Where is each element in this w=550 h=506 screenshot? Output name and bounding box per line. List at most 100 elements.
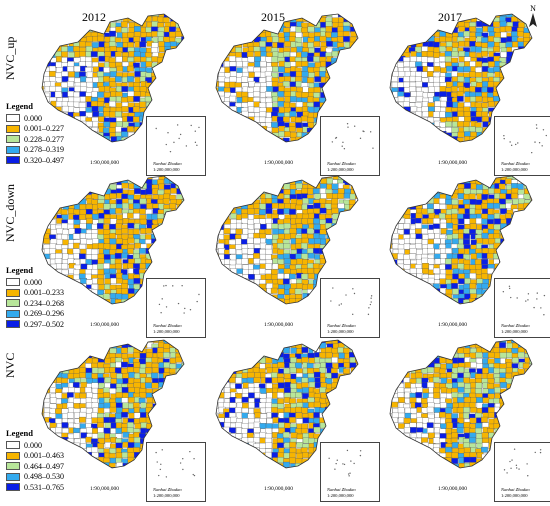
county-region (42, 207, 44, 214)
county-region (475, 126, 483, 133)
inset-scale: 1:200,000,000 (327, 167, 354, 172)
county-region (217, 16, 225, 23)
county-region (230, 193, 238, 200)
county-region (391, 208, 399, 214)
county-region (104, 51, 112, 57)
island-dot (165, 306, 168, 308)
county-region (68, 96, 75, 103)
county-region (98, 176, 106, 180)
county-region (259, 184, 267, 191)
county-region (469, 303, 477, 304)
county-region (524, 244, 532, 251)
county-region (216, 228, 219, 235)
county-region (253, 232, 261, 239)
county-region (236, 121, 244, 128)
county-region (434, 299, 442, 304)
county-region (216, 21, 220, 27)
county-region (48, 443, 56, 450)
county-region (218, 36, 226, 43)
county-region (122, 392, 129, 399)
county-region (127, 176, 135, 179)
county-region (253, 176, 261, 181)
county-region (416, 22, 424, 28)
county-region (523, 32, 530, 39)
county-region (55, 461, 62, 468)
county-region (421, 17, 428, 23)
county-region (61, 22, 68, 29)
county-region (92, 66, 100, 73)
county-region (156, 248, 164, 255)
county-region (62, 239, 70, 246)
county-region (43, 452, 51, 459)
county-region (180, 67, 184, 73)
county-region (392, 267, 400, 274)
county-region (308, 178, 316, 185)
county-region (73, 96, 81, 103)
county-region (146, 269, 154, 275)
county-region (68, 279, 76, 286)
county-region (253, 340, 261, 344)
county-region (451, 51, 459, 57)
county-region (440, 183, 448, 190)
county-region (176, 234, 183, 241)
county-region (170, 56, 178, 63)
county-region (236, 37, 244, 44)
county-region (229, 70, 237, 77)
county-region (218, 106, 226, 113)
county-region (260, 86, 267, 93)
county-region (115, 56, 123, 63)
county-region (216, 279, 224, 286)
county-region (224, 268, 231, 274)
county-region (265, 346, 272, 353)
legend-label: 0.000 (24, 113, 42, 123)
county-region (518, 218, 526, 225)
county-region (79, 288, 87, 295)
county-region (355, 71, 358, 78)
county-region (134, 14, 141, 18)
county-region (282, 278, 290, 285)
county-region (337, 249, 345, 255)
county-region (61, 467, 69, 468)
county-region (530, 87, 532, 93)
island-dot (533, 306, 535, 309)
county-region (114, 51, 122, 58)
county-region (152, 106, 160, 113)
county-region (444, 56, 452, 62)
county-region (42, 199, 45, 205)
county-region (128, 372, 136, 378)
county-region (127, 65, 134, 72)
county-region (482, 238, 490, 245)
county-region (74, 176, 82, 181)
county-region (254, 289, 261, 296)
county-region (391, 141, 398, 142)
county-region (343, 268, 351, 275)
county-region (66, 16, 74, 23)
county-region (44, 17, 52, 23)
county-region (120, 21, 128, 28)
county-region (427, 258, 435, 265)
county-region (264, 294, 272, 301)
county-region (90, 100, 98, 107)
county-region (523, 254, 531, 260)
county-region (264, 228, 272, 235)
county-region (295, 122, 303, 129)
county-region (144, 96, 152, 102)
county-region (98, 212, 106, 219)
county-region (217, 298, 225, 304)
county-region (451, 127, 459, 133)
county-region (452, 288, 459, 295)
county-region (181, 36, 184, 43)
legend-label: 0.000 (24, 440, 42, 450)
county-region (163, 269, 171, 275)
county-region (216, 218, 219, 224)
county-region (512, 248, 520, 255)
county-region (422, 36, 430, 43)
county-region (115, 469, 121, 474)
county-region (74, 283, 82, 290)
county-region (272, 21, 280, 27)
county-region (331, 228, 339, 235)
county-region (81, 305, 87, 310)
county-region (404, 36, 412, 42)
county-region (97, 407, 105, 414)
county-region (175, 342, 183, 349)
